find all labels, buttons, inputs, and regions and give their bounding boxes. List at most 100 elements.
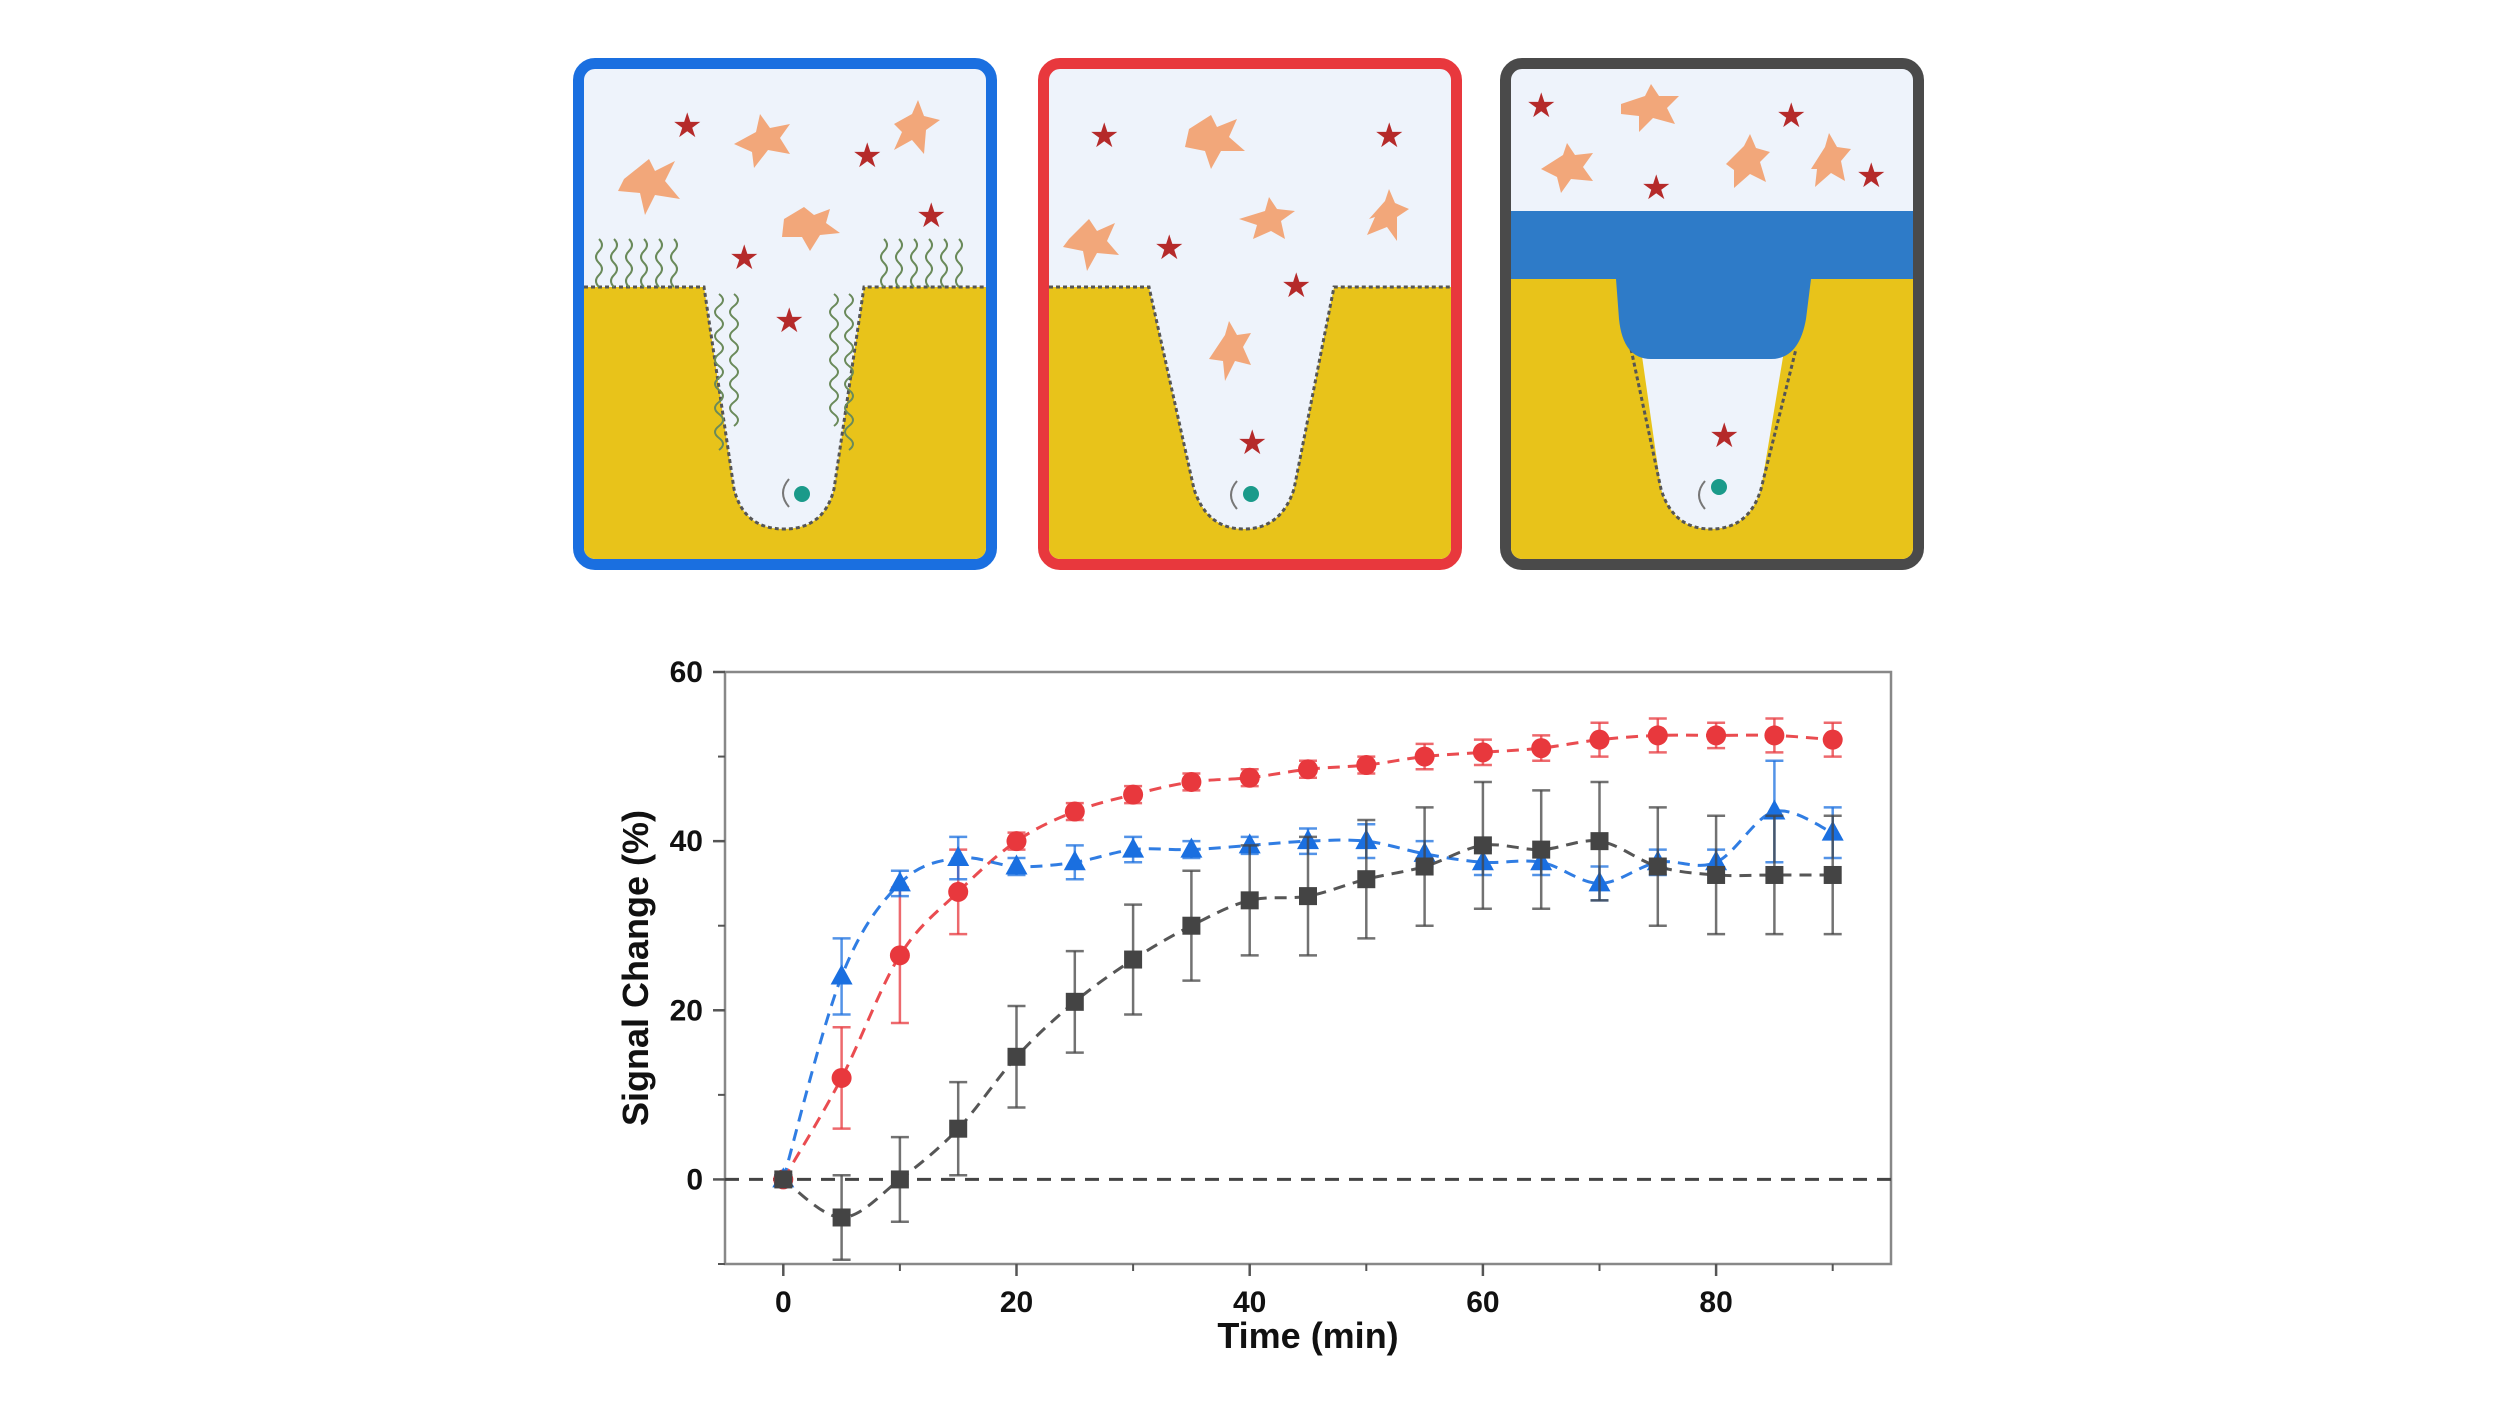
svg-text:★: ★: [1709, 416, 1739, 456]
svg-text:★: ★: [916, 196, 946, 236]
gold-substrate: [1049, 287, 1451, 559]
target-molecule-stars: ★ ★ ★ ★ ★: [1089, 116, 1404, 463]
blocking-layer: [1511, 211, 1913, 359]
aptamer-probe: [1230, 480, 1238, 510]
svg-text:★: ★: [1089, 116, 1119, 156]
data-point: [831, 1067, 852, 1088]
panel-gray-schematic: ★ ★ ★ ★ ★: [1500, 58, 1924, 570]
svg-text:★: ★: [1281, 266, 1311, 306]
svg-text:★: ★: [1374, 116, 1404, 156]
data-point: [948, 881, 969, 902]
data-point: [832, 1208, 851, 1227]
nanopore-schematic-blue: ★ ★ ★ ★ ★: [584, 100, 986, 559]
data-point: [1007, 1047, 1026, 1066]
target-molecule-stars: ★ ★ ★ ★ ★: [1526, 86, 1886, 456]
data-point: [1764, 725, 1785, 746]
data-point: [1414, 746, 1435, 767]
x-tick-label: 80: [1699, 1286, 1732, 1319]
cells: [1063, 115, 1409, 381]
data-point: [1647, 725, 1668, 746]
cells: [618, 100, 940, 251]
aptamer-probe: [782, 478, 790, 508]
data-point: [890, 1170, 909, 1189]
data-point: [1298, 759, 1318, 780]
data-point: [1648, 857, 1667, 876]
y-tick-label: 60: [670, 656, 703, 689]
data-point: [1531, 738, 1552, 759]
data-point: [1590, 832, 1609, 851]
data-point: [1181, 771, 1202, 792]
electrode-dot: [794, 486, 810, 502]
pore-wall: [1629, 348, 1798, 531]
polymer-brush: [595, 238, 963, 451]
plot-frame: [723, 670, 1893, 1266]
pore-wall: [584, 285, 986, 531]
data-point: [830, 964, 853, 985]
data-point: [1063, 850, 1086, 871]
x-tick-label: 20: [1000, 1286, 1033, 1319]
data-point: [1006, 831, 1027, 852]
data-point: [1707, 865, 1726, 884]
data-point: [1005, 854, 1028, 875]
svg-text:★: ★: [1154, 228, 1184, 268]
svg-text:★: ★: [729, 238, 759, 278]
data-point: [947, 846, 970, 867]
panel-blue-schematic: ★ ★ ★ ★ ★: [573, 58, 997, 570]
svg-text:★: ★: [774, 301, 804, 341]
data-point: [1124, 950, 1143, 969]
gold-substrate: [1511, 279, 1913, 559]
data-point: [774, 1170, 793, 1189]
data-point: [949, 1119, 968, 1138]
x-tick-label: 60: [1466, 1286, 1499, 1319]
data-point: [1240, 891, 1259, 910]
nanopore-schematic-red: ★ ★ ★ ★ ★: [1049, 115, 1451, 559]
data-point: [1415, 857, 1434, 876]
cells: [1541, 84, 1851, 193]
x-tick-label: 40: [1233, 1286, 1266, 1319]
pore-wall: [1049, 285, 1451, 531]
data-point: [1473, 836, 1492, 855]
data-point: [1357, 870, 1376, 889]
data-point: [1299, 887, 1317, 906]
data-series: [772, 717, 1844, 1262]
data-point: [1823, 865, 1842, 884]
svg-text:★: ★: [1856, 156, 1886, 196]
data-point: [1182, 916, 1201, 935]
y-tick-label: 0: [686, 1163, 703, 1196]
data-point: [1123, 784, 1144, 805]
y-tick-label: 20: [670, 994, 703, 1027]
series-triangle: [772, 759, 1844, 1188]
series-line: [781, 733, 1833, 1181]
x-tick-label: 0: [775, 1286, 792, 1319]
data-point: [1180, 837, 1203, 858]
nanopore-schematic-gray: ★ ★ ★ ★ ★: [1511, 84, 1913, 559]
svg-text:★: ★: [1526, 86, 1556, 126]
series-line: [781, 809, 1834, 1180]
data-point: [888, 871, 911, 892]
y-axis-label: Signal Change (%): [615, 810, 656, 1126]
data-point: [1472, 742, 1493, 763]
data-point: [1122, 837, 1145, 858]
panel-red-schematic: ★ ★ ★ ★ ★: [1038, 58, 1462, 570]
svg-text:★: ★: [1237, 423, 1267, 463]
data-point: [1238, 833, 1261, 854]
series-square: [774, 780, 1842, 1262]
svg-text:★: ★: [852, 136, 882, 176]
data-point: [1706, 725, 1727, 746]
data-point: [1589, 729, 1610, 750]
data-point: [889, 945, 910, 966]
electrode-dot: [1243, 486, 1259, 502]
gold-substrate: [584, 287, 986, 559]
x-axis-label: Time (min): [1217, 1315, 1398, 1356]
svg-text:★: ★: [1776, 96, 1806, 136]
svg-text:★: ★: [672, 106, 702, 146]
data-point: [1064, 801, 1085, 822]
data-point: [1239, 767, 1260, 788]
x-axis-ticks: 0 20 40 60 80: [775, 1264, 1834, 1319]
svg-text:★: ★: [1641, 168, 1671, 208]
data-point: [1765, 865, 1784, 884]
data-point: [1065, 992, 1084, 1011]
electrode-dot: [1711, 479, 1727, 495]
data-point: [1822, 729, 1843, 750]
